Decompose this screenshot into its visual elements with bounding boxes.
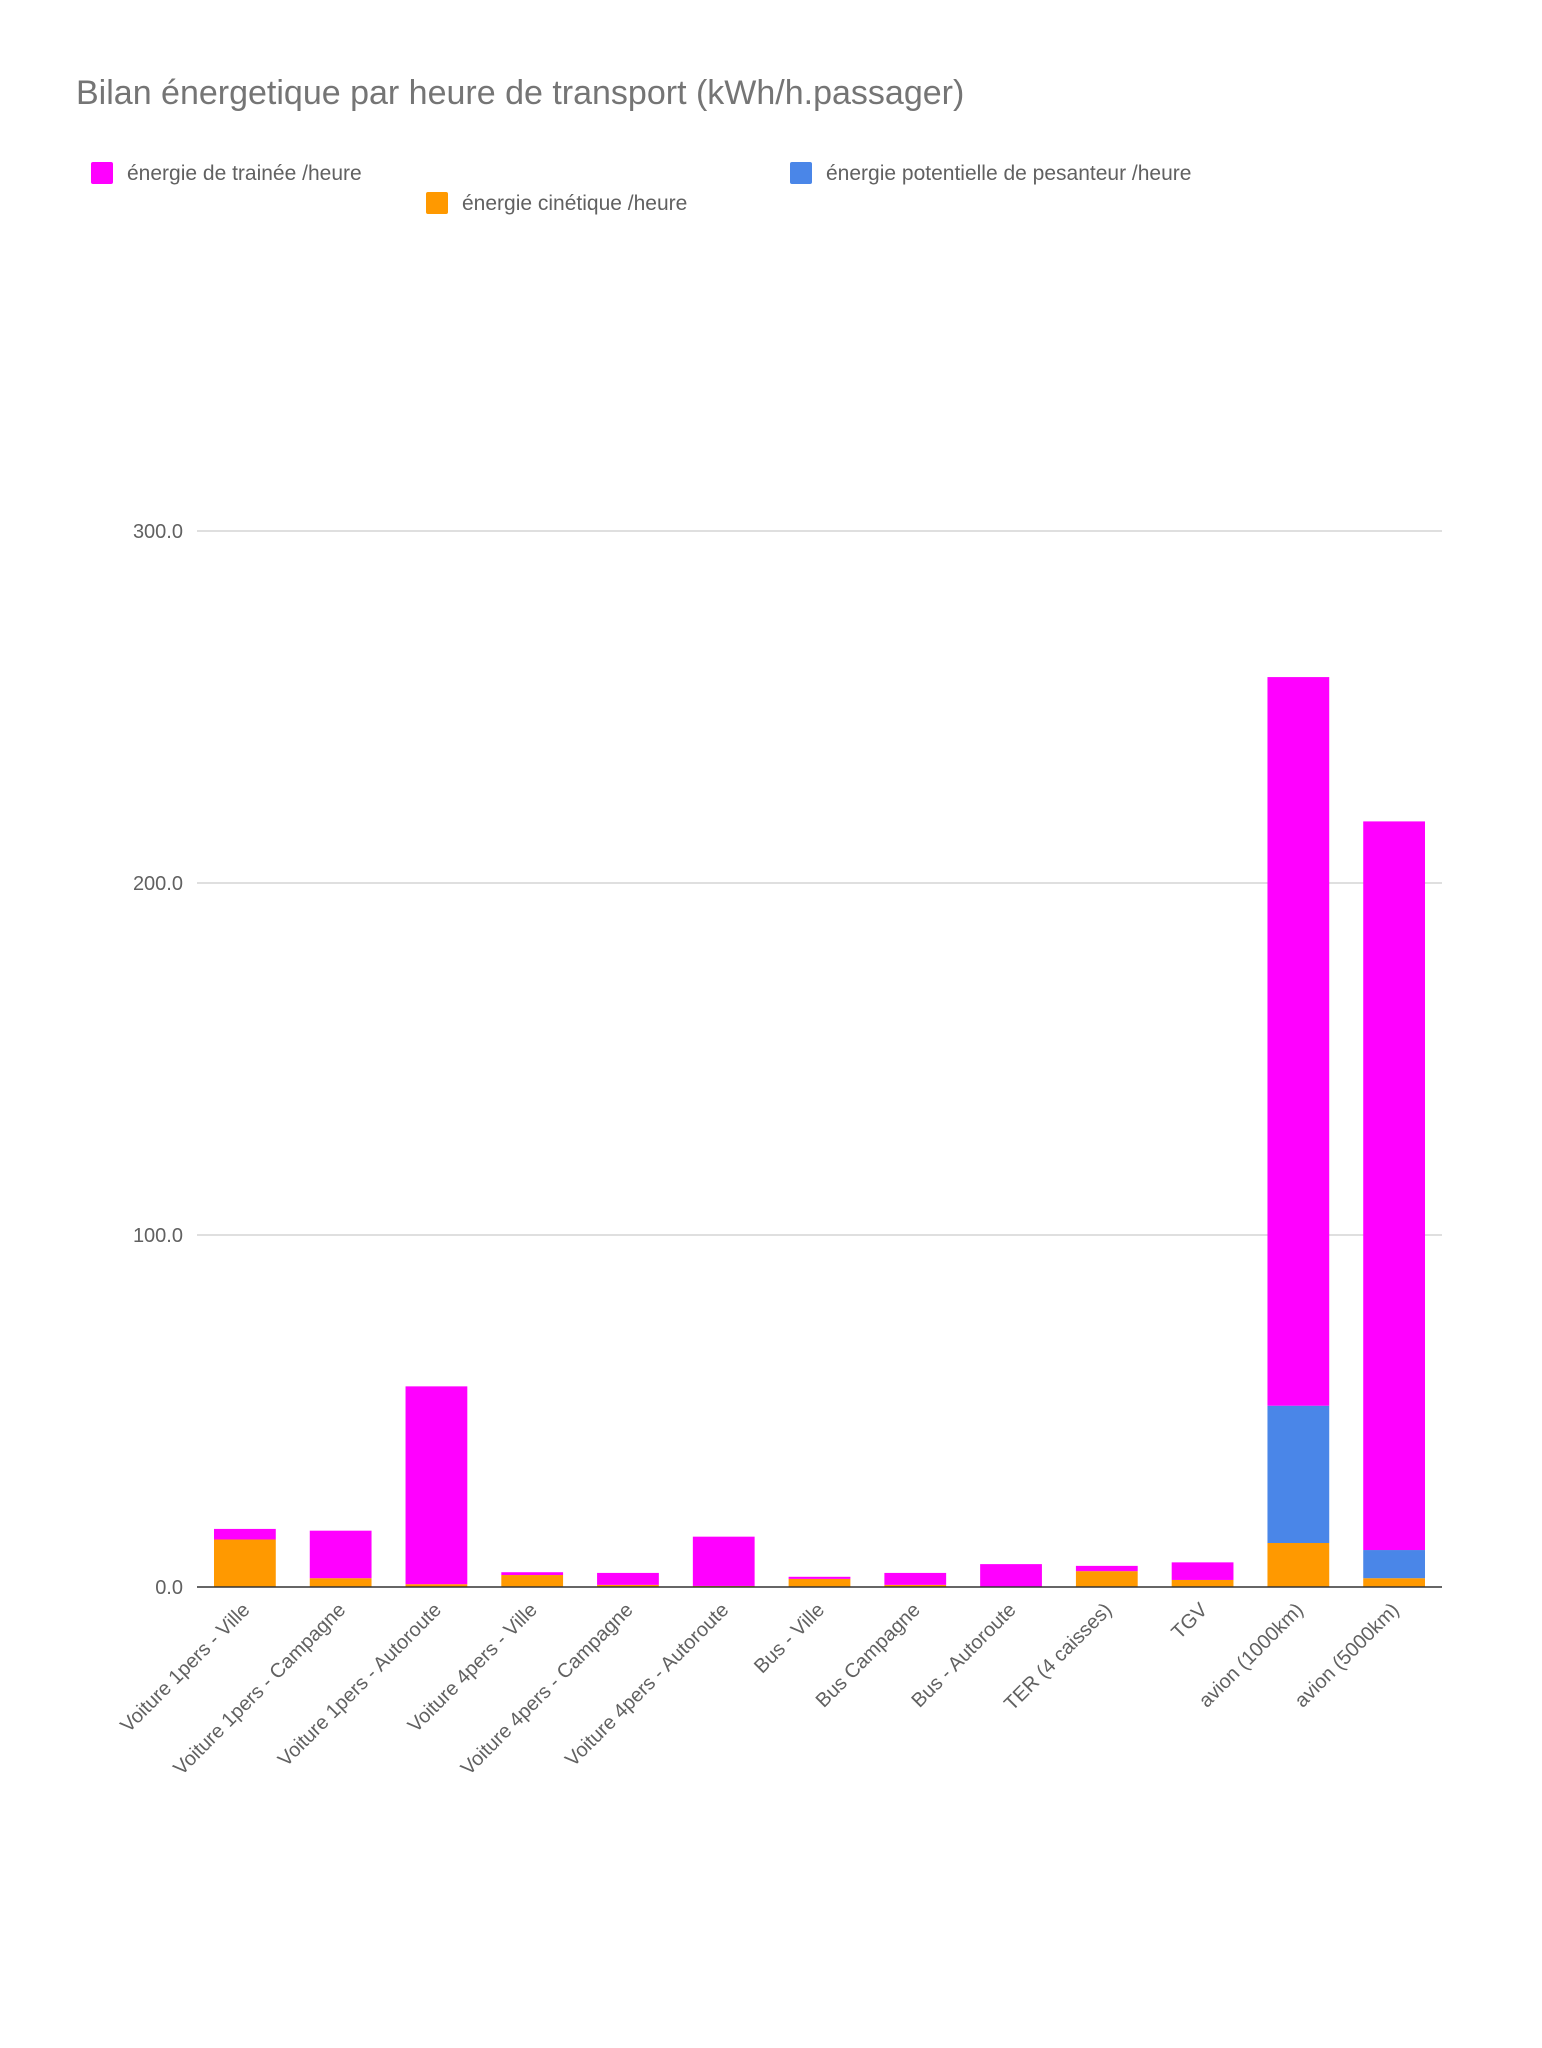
y-tick-label: 300.0 <box>133 521 183 543</box>
y-tick-label: 200.0 <box>133 873 183 895</box>
bar-segment <box>405 1386 468 1585</box>
x-tick-label: TGV <box>1167 1599 1212 1644</box>
bar-segment <box>1363 821 1426 1551</box>
x-tick-label: Voiture 4pers - Campagne <box>457 1599 638 1780</box>
x-tick-label: Voiture 1pers - Autoroute <box>274 1599 446 1771</box>
bar-segment <box>884 1572 947 1585</box>
bar-segment <box>309 1530 372 1579</box>
y-tick-label: 0.0 <box>155 1577 183 1599</box>
bar-segment <box>1171 1579 1234 1587</box>
gridlines <box>197 530 1442 1236</box>
bar-segment <box>213 1539 276 1587</box>
x-tick-label: Bus - Ville <box>750 1599 829 1678</box>
bar-segment <box>309 1578 372 1587</box>
x-tick-label: Voiture 4pers - Autoroute <box>561 1599 733 1771</box>
bar-segment <box>692 1536 755 1586</box>
legend-label: énergie cinétique /heure <box>462 192 687 215</box>
bar-segment <box>1363 1550 1426 1579</box>
bar-segment <box>597 1572 659 1585</box>
legend-swatch <box>91 162 113 184</box>
bar-segment <box>213 1528 276 1540</box>
x-tick-label: Voiture 1pers - Campagne <box>170 1599 351 1780</box>
bar-segment <box>1267 677 1330 1406</box>
legend-label: énergie potentielle de pesanteur /heure <box>826 162 1191 185</box>
bar-segment <box>501 1575 564 1587</box>
x-tick-label: avion (5000km) <box>1291 1599 1404 1712</box>
bar-segment <box>1267 1405 1330 1543</box>
y-tick-label: 100.0 <box>133 1225 183 1247</box>
bar-segment <box>980 1564 1042 1587</box>
bar-segment <box>788 1578 851 1587</box>
bar-segment <box>884 1584 947 1587</box>
legend-swatch <box>426 192 448 214</box>
bar-segment <box>1171 1562 1234 1580</box>
bar-segment <box>1075 1571 1138 1587</box>
chart-title: Bilan énergetique par heure de transport… <box>76 74 964 112</box>
y-axis-tick-labels: 0.0 100.0 200.0 300.0 <box>133 521 183 1599</box>
legend-swatch <box>790 162 812 184</box>
bar-segment <box>1267 1543 1330 1587</box>
bar-segment <box>597 1584 659 1587</box>
legend: énergie de trainée /heure énergie cinétiq… <box>91 162 1191 215</box>
legend-label: énergie de trainée /heure <box>127 162 362 185</box>
bar-segment <box>405 1584 468 1587</box>
bars <box>213 677 1426 1587</box>
bar-segment <box>788 1576 851 1579</box>
bar-segment <box>501 1572 564 1576</box>
bar-segment <box>1363 1578 1426 1587</box>
bar-segment <box>1075 1565 1138 1572</box>
